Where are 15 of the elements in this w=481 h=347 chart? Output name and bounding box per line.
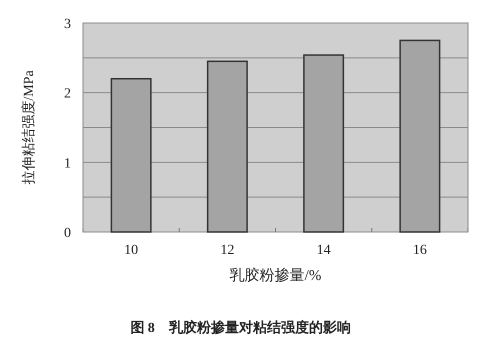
x-tick-label: 16: [412, 243, 427, 258]
y-axis-title: 拉伸粘结强度/MPa: [21, 70, 37, 185]
text: 图 8 乳胶粉掺量对粘结强度的影响: [130, 319, 351, 336]
y-tick-label: 3: [64, 17, 71, 32]
x-axis-title: 乳胶粉掺量/%: [230, 267, 322, 284]
bar: [303, 54, 344, 233]
bar: [110, 78, 152, 233]
y-tick-label: 1: [64, 156, 71, 172]
y-tick-label: 2: [64, 86, 71, 102]
bar: [399, 40, 440, 233]
bar: [206, 60, 248, 233]
x-tick-label: 14: [316, 243, 331, 258]
x-tick-label: 10: [124, 243, 138, 258]
y-tick-label: 0: [64, 226, 71, 241]
x-tick-label: 12: [220, 243, 234, 258]
